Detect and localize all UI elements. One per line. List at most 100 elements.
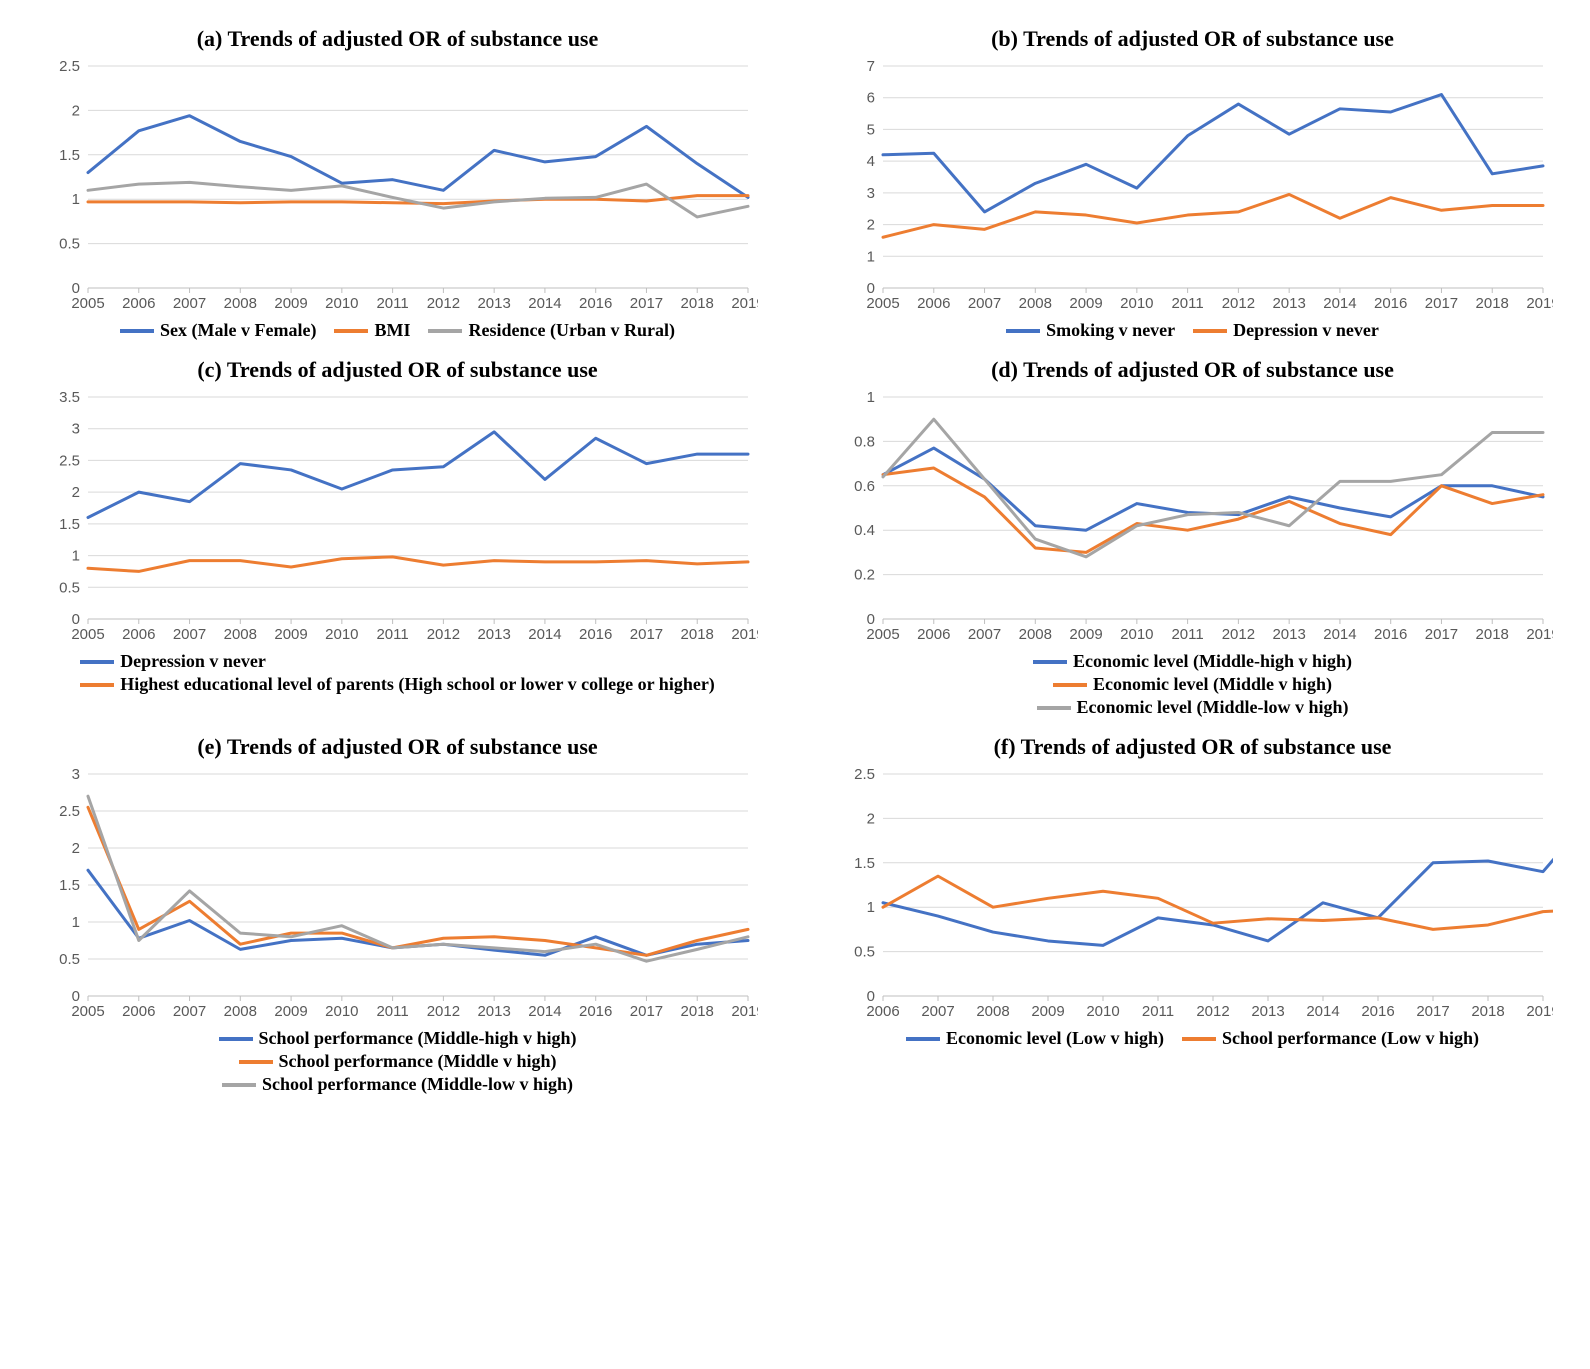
x-tick-label: 2006 [122, 1003, 155, 1020]
legend-swatch [219, 1037, 253, 1041]
x-tick-label: 2006 [917, 295, 950, 312]
legend-item: Economic level (Low v high) [906, 1028, 1164, 1049]
x-tick-label: 2018 [1475, 295, 1508, 312]
x-tick-label: 2007 [172, 295, 205, 312]
y-tick-label: 3 [866, 185, 874, 202]
y-tick-label: 3 [71, 421, 79, 438]
legend-swatch [1006, 329, 1040, 333]
x-tick-label: 2014 [528, 1003, 561, 1020]
legend-item: Residence (Urban v Rural) [428, 320, 674, 341]
chart-panel-d: (d) Trends of adjusted OR of substance u… [815, 351, 1570, 718]
x-tick-label: 2010 [1086, 1003, 1119, 1020]
legend-label: Economic level (Middle v high) [1093, 674, 1332, 695]
y-tick-label: 1 [866, 389, 874, 406]
y-tick-label: 2.5 [59, 452, 80, 469]
x-tick-label: 2012 [426, 626, 459, 643]
y-tick-label: 0.8 [854, 433, 875, 450]
y-tick-label: 5 [866, 121, 874, 138]
panel-title: (a) Trends of adjusted OR of substance u… [197, 26, 599, 52]
x-tick-label: 2006 [122, 626, 155, 643]
y-tick-label: 1 [71, 548, 79, 565]
x-tick-label: 2019 [731, 295, 758, 312]
x-tick-label: 2010 [325, 626, 358, 643]
legend-item: Economic level (Middle v high) [1053, 674, 1332, 695]
x-tick-label: 2007 [172, 626, 205, 643]
x-tick-label: 2009 [274, 295, 307, 312]
x-tick-label: 2009 [274, 1003, 307, 1020]
x-tick-label: 2018 [680, 1003, 713, 1020]
y-tick-label: 0.5 [59, 951, 80, 968]
legend: Smoking v neverDepression v never [1006, 320, 1379, 341]
x-tick-label: 2017 [1424, 295, 1457, 312]
legend-swatch [239, 1060, 273, 1064]
x-tick-label: 2014 [1306, 1003, 1339, 1020]
x-tick-label: 2008 [223, 1003, 256, 1020]
y-tick-label: 0.5 [59, 236, 80, 253]
legend-swatch [1033, 660, 1067, 664]
x-tick-label: 2019 [731, 626, 758, 643]
x-tick-label: 2011 [376, 626, 408, 643]
panel-title: (c) Trends of adjusted OR of substance u… [197, 357, 597, 383]
legend-swatch [80, 683, 114, 687]
panel-title: (b) Trends of adjusted OR of substance u… [991, 26, 1394, 52]
legend: School performance (Middle-high v high)S… [219, 1028, 577, 1095]
legend-item: Highest educational level of parents (Hi… [80, 674, 715, 695]
legend: Depression v neverHighest educational le… [80, 651, 715, 695]
legend-swatch [906, 1037, 940, 1041]
legend: Economic level (Low v high) School perfor… [906, 1028, 1479, 1049]
x-tick-label: 2019 [1526, 295, 1553, 312]
x-tick-label: 2016 [1374, 626, 1407, 643]
x-tick-label: 2011 [1171, 626, 1203, 643]
x-tick-label: 2019 [1526, 626, 1553, 643]
y-tick-label: 3.5 [59, 389, 80, 406]
legend-label: School performance (Middle-low v high) [262, 1074, 573, 1095]
x-tick-label: 2013 [477, 295, 510, 312]
y-tick-label: 2 [71, 102, 79, 119]
y-tick-label: 0.4 [854, 522, 875, 539]
x-tick-label: 2005 [866, 626, 899, 643]
panel-title: (f) Trends of adjusted OR of substance u… [994, 734, 1392, 760]
x-tick-label: 2012 [426, 295, 459, 312]
chart-panel-f: (f) Trends of adjusted OR of substance u… [815, 728, 1570, 1095]
x-tick-label: 2009 [274, 626, 307, 643]
y-tick-label: 1 [71, 191, 79, 208]
x-tick-label: 2010 [1120, 626, 1153, 643]
x-tick-label: 2007 [967, 295, 1000, 312]
legend-item: Depression v never [80, 651, 266, 672]
legend-item: Smoking v never [1006, 320, 1175, 341]
legend-swatch [1182, 1037, 1216, 1041]
y-tick-label: 0.5 [854, 944, 875, 961]
x-tick-label: 2009 [1031, 1003, 1064, 1020]
y-tick-label: 1 [71, 914, 79, 931]
legend-label: Economic level (Middle-low v high) [1077, 697, 1349, 718]
x-tick-label: 2013 [1251, 1003, 1284, 1020]
legend-swatch [1037, 706, 1071, 710]
chart-svg: 00.511.522.52006200720082009201020112012… [833, 764, 1553, 1024]
panel-title: (e) Trends of adjusted OR of substance u… [197, 734, 597, 760]
chart-svg: 00.511.522.53200520062007200820092010201… [38, 764, 758, 1024]
x-tick-label: 2012 [1221, 295, 1254, 312]
x-tick-label: 2014 [528, 626, 561, 643]
chart-panel-e: (e) Trends of adjusted OR of substance u… [20, 728, 775, 1095]
legend-label: School performance (Middle-high v high) [259, 1028, 577, 1049]
legend-item: School performance (Middle-high v high) [219, 1028, 577, 1049]
chart-panel-a: (a) Trends of adjusted OR of substance u… [20, 20, 775, 341]
chart-svg: 0123456720052006200720082009201020112012… [833, 56, 1553, 316]
x-tick-label: 2013 [477, 1003, 510, 1020]
x-tick-label: 2007 [921, 1003, 954, 1020]
x-tick-label: 2008 [1018, 295, 1051, 312]
x-tick-label: 2010 [325, 1003, 358, 1020]
legend-item: School performance (Low v high) [1182, 1028, 1479, 1049]
chart-svg: 00.511.522.533.5200520062007200820092010… [38, 387, 758, 647]
x-tick-label: 2011 [376, 295, 408, 312]
legend-label: School performance (Low v high) [1222, 1028, 1479, 1049]
x-tick-label: 2016 [579, 295, 612, 312]
x-tick-label: 2010 [325, 295, 358, 312]
y-tick-label: 2.5 [59, 58, 80, 75]
x-tick-label: 2008 [1018, 626, 1051, 643]
x-tick-label: 2018 [1475, 626, 1508, 643]
legend-swatch [428, 329, 462, 333]
legend-swatch [222, 1083, 256, 1087]
chart-panel-b: (b) Trends of adjusted OR of substance u… [815, 20, 1570, 341]
legend-label: School performance (Middle v high) [279, 1051, 557, 1072]
